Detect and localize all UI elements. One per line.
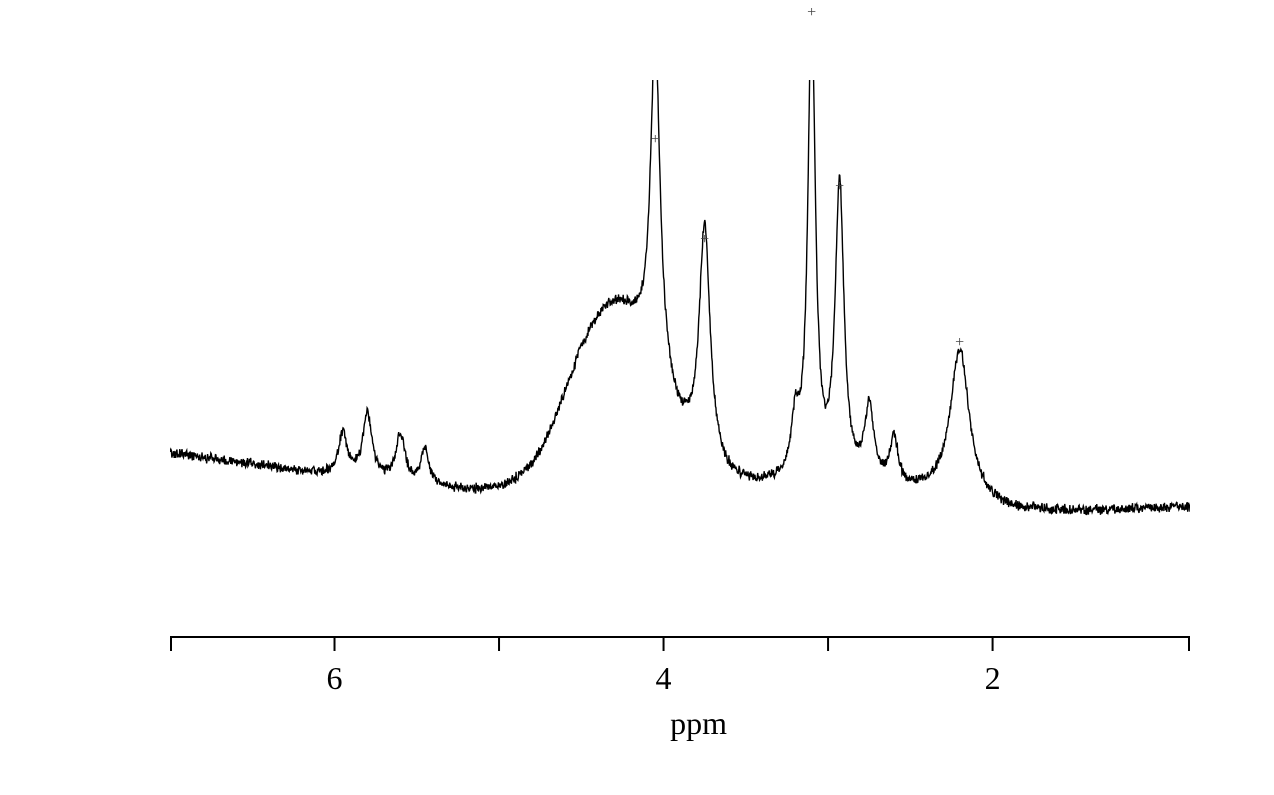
x-tick-label: 4 — [656, 660, 672, 697]
x-axis — [170, 635, 1190, 675]
x-axis-label: ppm — [670, 705, 727, 742]
x-tick-label: 2 — [985, 660, 1001, 697]
peak-marker: + — [807, 4, 816, 22]
x-tick-label: 6 — [327, 660, 343, 697]
spectrum-plot — [170, 80, 1190, 620]
nmr-spectrum-chart: +++++ 642 ppm — [170, 80, 1190, 700]
